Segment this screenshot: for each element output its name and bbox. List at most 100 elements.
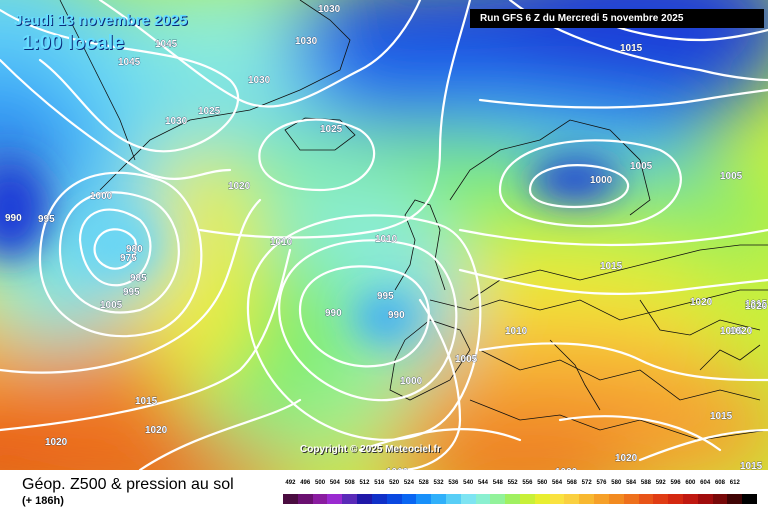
legend-swatch bbox=[505, 494, 521, 504]
isobar-label: 1015 bbox=[740, 461, 763, 470]
legend-value-label: 528 bbox=[418, 480, 429, 486]
isobar-label: 1020 bbox=[690, 297, 713, 308]
isobar-label: 990 bbox=[5, 213, 22, 224]
legend-swatch bbox=[534, 494, 550, 504]
legend-swatch bbox=[653, 494, 669, 504]
legend-value-label: 556 bbox=[522, 480, 533, 486]
legend-value-label: 568 bbox=[566, 480, 577, 486]
legend-value-label: 540 bbox=[463, 480, 474, 486]
isobar-label: 990 bbox=[388, 310, 405, 321]
legend-swatch bbox=[549, 494, 565, 504]
legend-value-label: 584 bbox=[626, 480, 637, 486]
legend-swatch bbox=[594, 494, 610, 504]
legend-swatch bbox=[416, 494, 432, 504]
isobar-label: 1015 bbox=[600, 261, 623, 272]
legend-value-label: 600 bbox=[685, 480, 696, 486]
legend-swatch bbox=[312, 494, 328, 504]
legend-value-label: 564 bbox=[552, 480, 563, 486]
isobar-label: 1010 bbox=[505, 326, 528, 337]
legend-swatch bbox=[475, 494, 491, 504]
isobar-label: 995 bbox=[377, 291, 394, 302]
legend-swatch bbox=[623, 494, 639, 504]
legend-value-label: 496 bbox=[300, 480, 311, 486]
legend-value-label: 492 bbox=[285, 480, 296, 486]
isobar-label: 1020 bbox=[745, 301, 768, 312]
legend-value-label: 536 bbox=[448, 480, 459, 486]
legend-value-label: 608 bbox=[714, 480, 725, 486]
isobar-label: 1020 bbox=[730, 326, 753, 337]
legend-swatch bbox=[668, 494, 684, 504]
legend-value-label: 588 bbox=[640, 480, 651, 486]
legend-swatch bbox=[742, 494, 758, 504]
isobar-label: 1015 bbox=[135, 396, 158, 407]
isobar-label: 1000 bbox=[90, 191, 113, 202]
legend-value-label: 604 bbox=[700, 480, 711, 486]
legend-value-label: 516 bbox=[374, 480, 385, 486]
map-footer: Géop. Z500 & pression au sol (+ 186h) 49… bbox=[0, 470, 768, 512]
legend-value-label: 596 bbox=[670, 480, 681, 486]
legend-value-label: 592 bbox=[655, 480, 666, 486]
legend-swatch bbox=[697, 494, 713, 504]
isobar-label: 1030 bbox=[248, 75, 271, 86]
isobar-label: 1005 bbox=[100, 300, 123, 311]
legend-swatch bbox=[401, 494, 417, 504]
legend-swatch bbox=[445, 494, 461, 504]
copyright-notice: Copyright © 2025 Meteociel.fr bbox=[300, 444, 441, 455]
legend-swatch bbox=[682, 494, 698, 504]
forecast-lead-time: (+ 186h) bbox=[22, 495, 64, 507]
legend-value-label: 520 bbox=[389, 480, 400, 486]
legend-value-label: 512 bbox=[359, 480, 370, 486]
legend-swatch bbox=[431, 494, 447, 504]
isobar-label: 980 bbox=[126, 244, 143, 255]
legend-swatch bbox=[460, 494, 476, 504]
legend-value-label: 580 bbox=[611, 480, 622, 486]
isobar-labels: 1030 1045 1030 1045 1030 1025 1025 1030 1000 1020… bbox=[5, 4, 768, 470]
legend-value-label: 572 bbox=[581, 480, 592, 486]
isobar-label: 1010 bbox=[270, 237, 293, 248]
isobar-label: 975 bbox=[120, 253, 137, 264]
isobar-label: 1005 bbox=[455, 354, 478, 365]
isobar-label: 1030 bbox=[165, 116, 188, 127]
isobar-label: 1045 bbox=[155, 39, 178, 50]
legend-swatch bbox=[520, 494, 535, 504]
legend-swatch bbox=[490, 494, 506, 504]
legend-swatch bbox=[371, 494, 387, 504]
legend-swatch bbox=[357, 494, 373, 504]
pressure-geopotential-map: 1030 1045 1030 1045 1030 1025 1025 1030 1000 1020… bbox=[0, 0, 768, 470]
legend-swatch bbox=[579, 494, 595, 504]
legend-value-label: 532 bbox=[433, 480, 444, 486]
isobar-label: 1020 bbox=[228, 181, 251, 192]
legend-value-label: 552 bbox=[507, 480, 518, 486]
legend-value-label: 576 bbox=[596, 480, 607, 486]
legend-swatch bbox=[638, 494, 654, 504]
legend-swatch bbox=[608, 494, 624, 504]
isobar-label: 1015 bbox=[620, 43, 643, 54]
legend-value-label: 612 bbox=[729, 480, 740, 486]
legend-swatch bbox=[297, 494, 313, 504]
legend-swatch bbox=[283, 494, 298, 504]
isobar-label: 1020 bbox=[45, 437, 68, 448]
legend-value-label: 524 bbox=[403, 480, 414, 486]
isobar-label: 990 bbox=[325, 308, 342, 319]
isobar-label: 1010 bbox=[386, 467, 409, 470]
legend-value-label: 500 bbox=[315, 480, 326, 486]
legend-swatch bbox=[712, 494, 728, 504]
isobar-lines bbox=[0, 0, 768, 470]
isobar-label: 1005 bbox=[630, 161, 653, 172]
isobar-label: 1030 bbox=[295, 36, 318, 47]
isobar-label: 1005 bbox=[720, 326, 743, 337]
isobar-label: 995 bbox=[123, 287, 140, 298]
model-run-info: Run GFS 6 Z du Mercredi 5 novembre 2025 bbox=[470, 9, 764, 28]
map-product-title: Géop. Z500 & pression au sol bbox=[22, 476, 234, 493]
isobar-label: 1020 bbox=[615, 453, 638, 464]
legend-swatch bbox=[564, 494, 580, 504]
isobar-label: 1005 bbox=[720, 171, 743, 182]
forecast-local-time: 1:00 locale bbox=[22, 32, 125, 54]
isobar-label: 1045 bbox=[118, 57, 141, 68]
color-scale-legend: 492 496 500 504 508 512 516 520 524 528 532 536 540 5… bbox=[283, 480, 758, 508]
isobar-label: 1000 bbox=[400, 376, 423, 387]
legend-value-label: 508 bbox=[344, 480, 355, 486]
legend-value-label: 560 bbox=[537, 480, 548, 486]
isobar-label: 995 bbox=[38, 214, 55, 225]
